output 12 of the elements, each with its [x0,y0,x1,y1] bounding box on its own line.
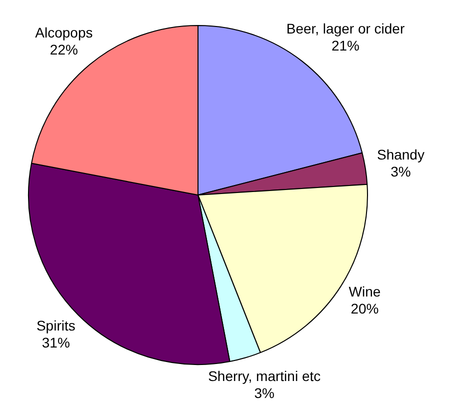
slice-label: Sherry, martini etc [208,368,321,384]
slice-label: Spirits [36,318,76,334]
slice-label: Alcopops [35,24,93,40]
slice-label: Beer, lager or cider [286,20,405,37]
data-label: 20% [350,300,379,317]
data-label: 3% [390,163,411,180]
data-label: 21% [331,38,360,54]
data-label: 31% [42,334,70,351]
data-label: 3% [254,384,274,401]
slice-label: Shandy [376,146,424,162]
slice-label: Wine [348,284,381,300]
data-label: 22% [50,41,78,58]
